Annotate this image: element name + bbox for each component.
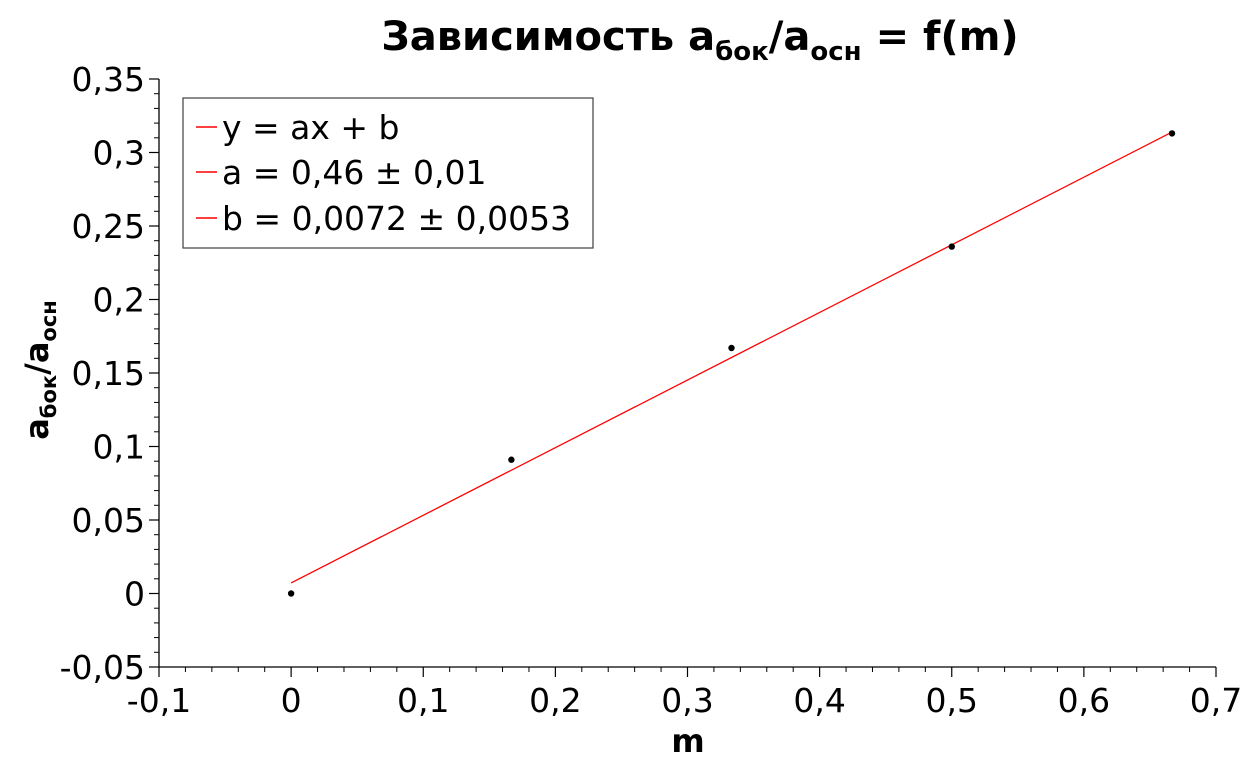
data-point xyxy=(948,243,955,250)
y-tick-label: 0,35 xyxy=(72,60,145,99)
x-tick-label: 0,5 xyxy=(926,681,978,720)
x-tick-label: 0 xyxy=(281,681,302,720)
series xyxy=(287,130,1176,597)
data-point xyxy=(508,456,515,463)
chart-title: Зависимость aбок/aосн = f(m) xyxy=(381,14,1018,67)
y-tick-label: 0,1 xyxy=(93,428,145,467)
x-tick-label: 0,4 xyxy=(793,681,845,720)
legend-box xyxy=(182,97,594,249)
y-tick-label: 0,15 xyxy=(72,354,145,393)
x-tick-label: 0,1 xyxy=(397,681,449,720)
y-axis-label: aбок/aосн xyxy=(18,300,61,440)
y-tick-label: -0,05 xyxy=(60,648,145,687)
x-axis-ticks: -0,1 0 0,1 0,2 0,3 0,4 0,5 0,6 0,7 xyxy=(127,667,1242,720)
x-tick-label: 0,2 xyxy=(529,681,581,720)
x-tick-label: 0,7 xyxy=(1190,681,1242,720)
legend-entry-0: y = ax + b xyxy=(222,108,400,147)
legend-entry-1: a = 0,46 ± 0,01 xyxy=(222,153,486,192)
y-tick-label: 0,05 xyxy=(72,501,145,540)
y-axis-ticks: -0,05 0 0,05 0,1 0,15 0,2 0,25 0,3 0,35 xyxy=(60,60,159,687)
y-tick-label: 0 xyxy=(124,575,145,614)
y-tick-label: 0,2 xyxy=(93,281,145,320)
legend-entry-2: b = 0,0072 ± 0,0053 xyxy=(222,199,571,238)
x-axis-label: m xyxy=(671,722,704,760)
y-tick-label: 0,3 xyxy=(93,134,145,173)
legend: y = ax + b a = 0,46 ± 0,01 b = 0,0072 ± … xyxy=(182,97,594,249)
fit-line xyxy=(290,131,1173,584)
data-point xyxy=(728,344,735,352)
x-tick-label: -0,1 xyxy=(127,681,191,720)
data-point xyxy=(287,590,295,597)
x-tick-label: 0,6 xyxy=(1058,681,1110,720)
y-tick-label: 0,25 xyxy=(72,207,145,246)
x-tick-label: 0,3 xyxy=(661,681,713,720)
data-point xyxy=(1168,130,1176,137)
